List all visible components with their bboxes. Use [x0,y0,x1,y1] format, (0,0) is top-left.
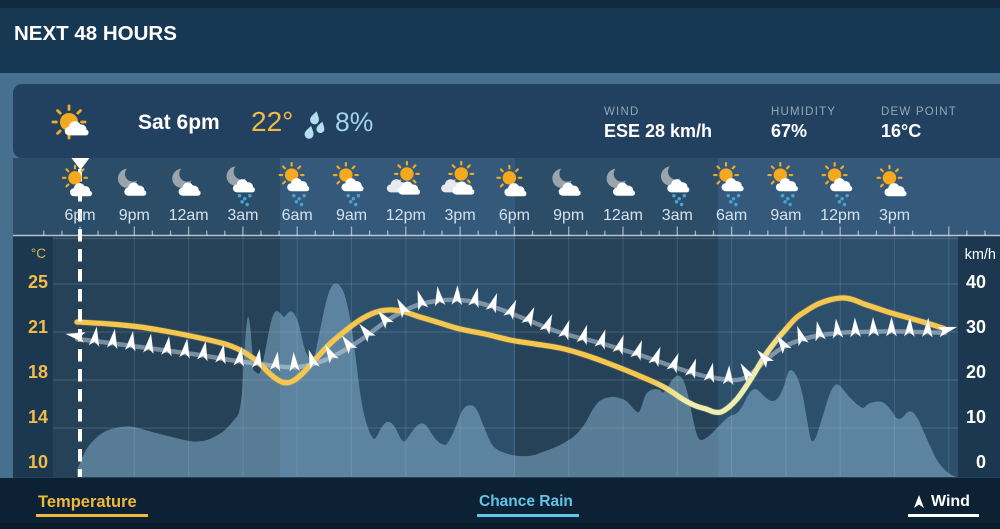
svg-text:3pm: 3pm [445,207,476,224]
svg-text:9am: 9am [336,207,367,224]
svg-text:25: 25 [28,272,48,292]
svg-text:10: 10 [28,452,48,472]
svg-text:12am: 12am [603,207,643,224]
svg-text:3am: 3am [662,207,693,224]
svg-text:21: 21 [28,317,48,337]
svg-text:9pm: 9pm [553,207,584,224]
svg-text:km/h: km/h [965,247,996,263]
svg-text:12pm: 12pm [820,207,860,224]
svg-text:0: 0 [976,452,986,472]
svg-text:20: 20 [966,362,986,382]
svg-text:12pm: 12pm [386,207,426,224]
svg-text:3am: 3am [227,207,258,224]
svg-text:40: 40 [966,272,986,292]
svg-text:6am: 6am [716,207,747,224]
svg-text:14: 14 [28,407,48,427]
svg-text:10: 10 [966,407,986,427]
svg-text:18: 18 [28,362,48,382]
svg-text:6pm: 6pm [499,207,530,224]
svg-text:3pm: 3pm [879,207,910,224]
svg-text:12am: 12am [169,207,209,224]
svg-text:6am: 6am [282,207,313,224]
svg-text:6pm: 6pm [64,207,95,224]
svg-text:°C: °C [31,246,46,261]
svg-text:9am: 9am [770,207,801,224]
svg-text:30: 30 [966,317,986,337]
svg-text:9pm: 9pm [119,207,150,224]
